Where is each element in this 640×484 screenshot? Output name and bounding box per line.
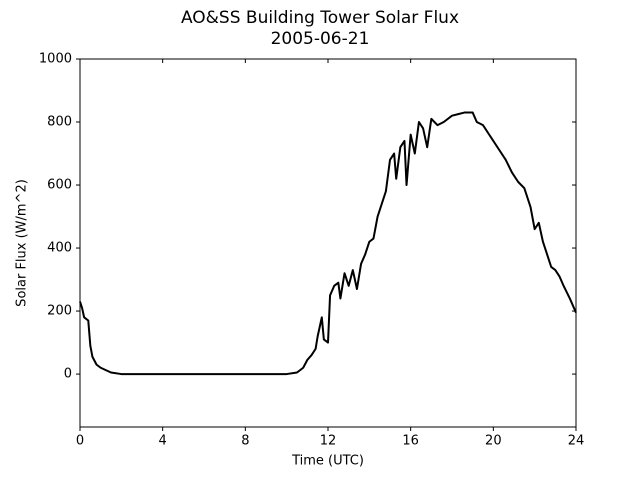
y-tick-label: 800 (47, 115, 72, 130)
x-tick-label: 0 (76, 434, 84, 449)
plot-frame (79, 58, 577, 428)
x-tick-label: 8 (241, 434, 249, 449)
x-tick-label: 16 (402, 434, 419, 449)
y-tick-label: 200 (47, 304, 72, 319)
y-tick-label: 0 (64, 367, 72, 382)
y-tick-label: 400 (47, 241, 72, 256)
x-tick-label: 24 (568, 434, 585, 449)
x-tick-label: 20 (485, 434, 502, 449)
y-axis-label: Solar Flux (W/m^2) (15, 179, 30, 307)
y-tick-label: 1000 (39, 52, 72, 67)
chart-title: AO&SS Building Tower Solar Flux (181, 8, 459, 28)
x-tick-label: 4 (159, 434, 167, 449)
y-tick-label: 600 (47, 178, 72, 193)
data-line (79, 111, 577, 376)
x-tick-label: 12 (320, 434, 337, 449)
chart-subtitle: 2005-06-21 (271, 29, 370, 49)
x-axis-label: Time (UTC) (291, 454, 364, 469)
